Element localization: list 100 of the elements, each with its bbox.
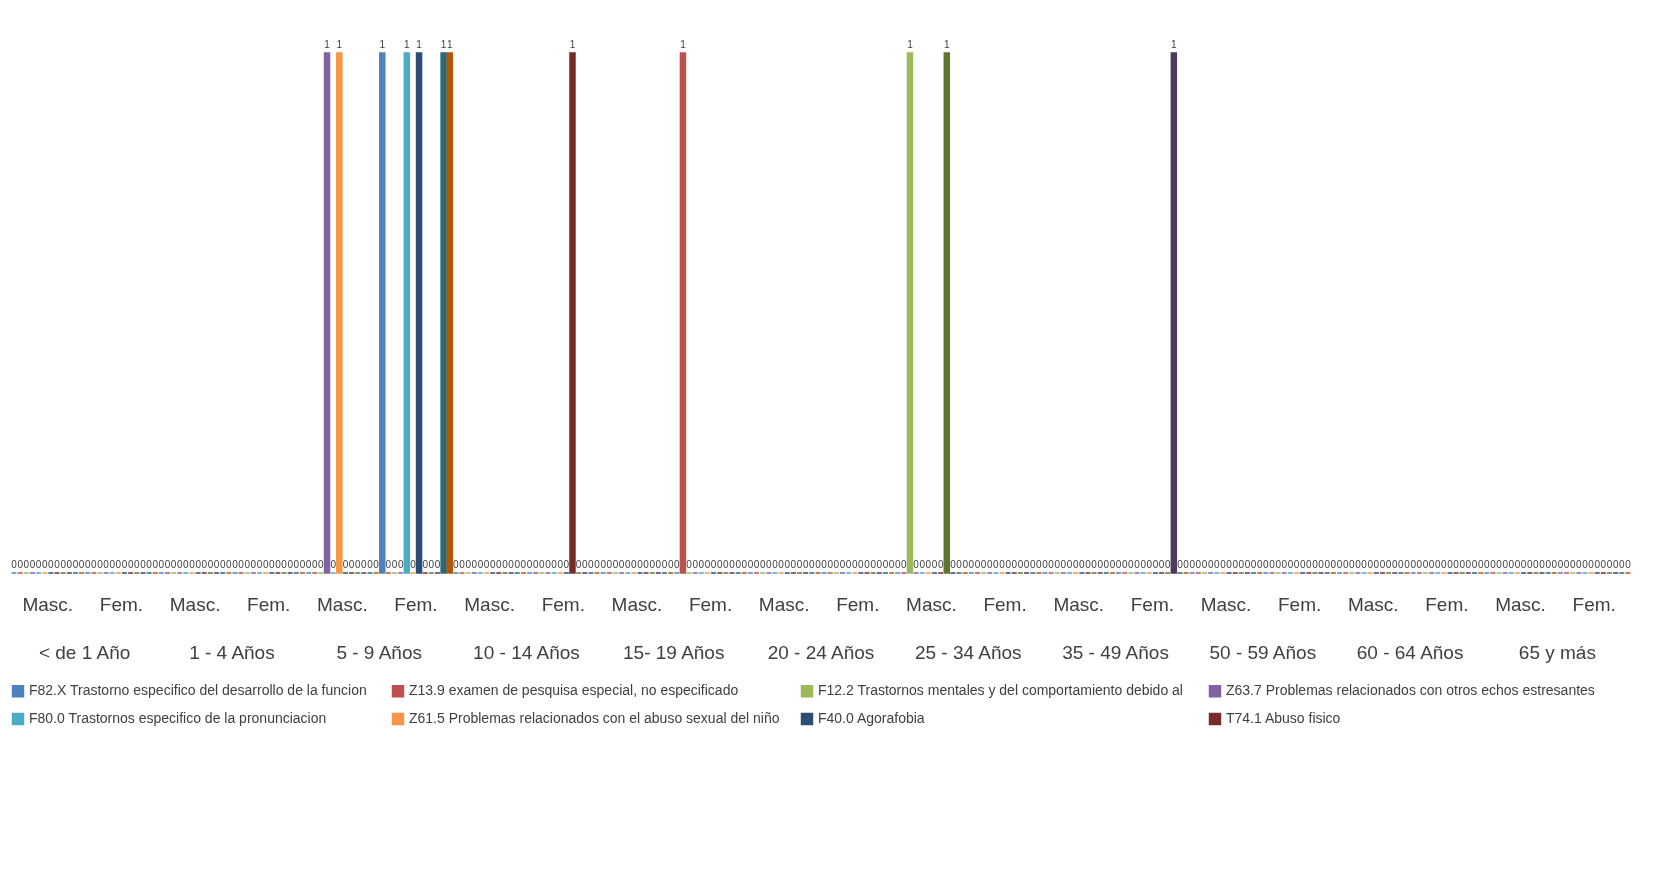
- data-label: 0: [48, 559, 55, 570]
- data-label: 0: [581, 559, 588, 570]
- data-label: 0: [1367, 559, 1374, 570]
- data-label: 0: [269, 559, 276, 570]
- data-label: 0: [1281, 559, 1288, 570]
- data-label: 0: [97, 559, 104, 570]
- data-label: 0: [950, 559, 957, 570]
- data-label: 0: [471, 559, 478, 570]
- data-label: 0: [1496, 559, 1503, 570]
- data-label: 0: [1214, 559, 1221, 570]
- data-label: 0: [1109, 559, 1116, 570]
- data-label: 1: [404, 39, 411, 50]
- data-label: 0: [1250, 559, 1257, 570]
- data-label: 0: [723, 559, 730, 570]
- data-label: 0: [1195, 559, 1202, 570]
- data-label: 0: [1048, 559, 1055, 570]
- data-label: 1: [324, 39, 331, 50]
- data-label: 0: [1453, 559, 1460, 570]
- x-tick-label: Fem.: [688, 593, 733, 615]
- x-tick-label: Masc.: [1053, 593, 1105, 615]
- data-label: 0: [1447, 559, 1454, 570]
- data-label: 0: [1612, 559, 1619, 570]
- data-label: 0: [753, 559, 760, 570]
- data-label: 0: [925, 559, 932, 570]
- data-label: 0: [361, 559, 368, 570]
- data-label: 0: [103, 559, 110, 570]
- data-label: 0: [1232, 559, 1239, 570]
- x-tick-label: Masc.: [22, 593, 74, 615]
- x-tick-label: Fem.: [1130, 593, 1174, 615]
- data-label: 1: [944, 39, 951, 50]
- text: 50 - 59 Años: [1209, 642, 1317, 663]
- data-label: 0: [851, 559, 858, 570]
- data-label: 0: [1465, 559, 1472, 570]
- data-label: 0: [293, 559, 300, 570]
- data-label: 0: [1085, 559, 1092, 570]
- data-label: 0: [1422, 559, 1429, 570]
- data-label: 0: [459, 559, 466, 570]
- data-label: 0: [545, 559, 552, 570]
- data-label: 0: [913, 559, 920, 570]
- data-label: 0: [962, 559, 969, 570]
- data-label: 0: [1287, 559, 1294, 570]
- data-label: 1: [1171, 39, 1178, 50]
- text: 15- 19 Años: [623, 642, 725, 663]
- data-label: 0: [1545, 559, 1552, 570]
- data-label: 0: [999, 559, 1006, 570]
- legend-label: F40.0 Agorafobia: [818, 710, 925, 726]
- data-label: 0: [23, 559, 30, 570]
- data-label: 0: [1508, 559, 1515, 570]
- data-label: 0: [790, 559, 797, 570]
- data-label: 0: [262, 559, 269, 570]
- data-label: 0: [1625, 559, 1632, 570]
- data-label: 0: [176, 559, 183, 570]
- x-tick-label: Fem.: [1278, 593, 1322, 615]
- x-tick-label: Fem.: [247, 593, 291, 615]
- data-label: 0: [91, 559, 98, 570]
- data-label: 0: [674, 559, 681, 570]
- data-label: 0: [618, 559, 625, 570]
- data-label: 0: [1017, 559, 1024, 570]
- data-label: 0: [318, 559, 325, 570]
- data-label: 1: [680, 39, 687, 50]
- data-label: 0: [901, 559, 908, 570]
- data-label: 0: [1594, 559, 1601, 570]
- data-label: 0: [17, 559, 24, 570]
- data-label: 0: [520, 559, 527, 570]
- data-label: 0: [1079, 559, 1086, 570]
- data-label: 0: [655, 559, 662, 570]
- data-label: 0: [1533, 559, 1540, 570]
- data-label: 0: [1091, 559, 1098, 570]
- data-label: 0: [778, 559, 785, 570]
- data-label: 0: [354, 559, 361, 570]
- text: 60 - 64 Años: [1356, 642, 1464, 663]
- data-label: 0: [931, 559, 938, 570]
- data-label: 0: [1600, 559, 1607, 570]
- data-label: 1: [446, 39, 453, 50]
- x-tick-label: Masc.: [1495, 593, 1546, 615]
- data-label: 0: [1391, 559, 1398, 570]
- data-label: 0: [796, 559, 803, 570]
- data-label: 0: [164, 559, 171, 570]
- data-label: 0: [1576, 559, 1583, 570]
- data-label: 0: [882, 559, 889, 570]
- data-label: 0: [483, 559, 490, 570]
- data-label: 0: [557, 559, 564, 570]
- data-label: 0: [649, 559, 656, 570]
- data-label: 0: [956, 559, 963, 570]
- data-label: 0: [1177, 559, 1184, 570]
- data-label: 0: [11, 559, 18, 570]
- data-label: 0: [784, 559, 791, 570]
- data-label: 0: [1428, 559, 1435, 570]
- data-label: 0: [465, 559, 472, 570]
- data-label: 0: [937, 559, 944, 570]
- data-label: 0: [747, 559, 754, 570]
- data-label: 0: [637, 559, 644, 570]
- legend-label: F12.2 Trastornos mentales y del comportamiento debido al: [818, 682, 1183, 699]
- data-label: 0: [201, 559, 208, 570]
- data-label: 0: [839, 559, 846, 570]
- data-label: 0: [41, 559, 48, 570]
- data-label: 0: [1158, 559, 1165, 570]
- data-label: 0: [348, 559, 355, 570]
- data-label: 0: [502, 559, 509, 570]
- data-label: 0: [1539, 559, 1546, 570]
